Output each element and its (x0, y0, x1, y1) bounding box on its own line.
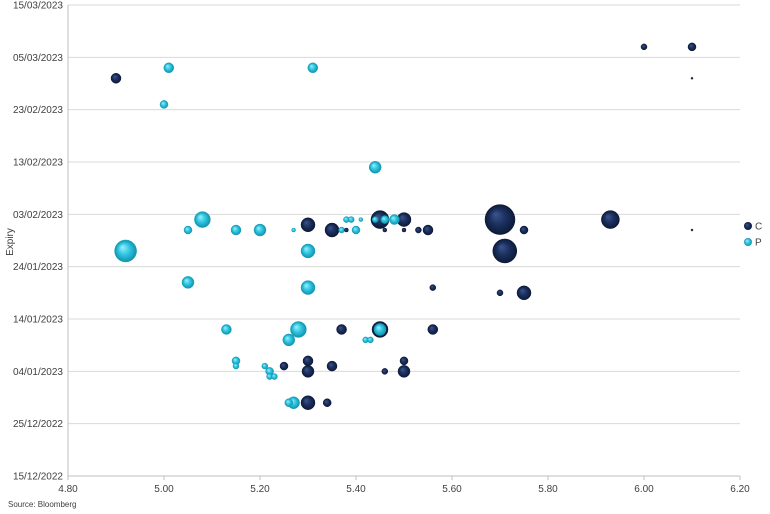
y-axis-title: Expiry (5, 228, 16, 256)
bubble-P (232, 362, 240, 370)
bubble-P (338, 226, 345, 234)
bubble-C (516, 285, 532, 301)
bubble-P (253, 223, 267, 237)
bubble-C (326, 360, 338, 372)
bubble-C (690, 77, 694, 80)
bubble-P (271, 373, 278, 380)
bubble-P (194, 211, 211, 228)
bubble-P (358, 217, 364, 222)
bubble-P (307, 62, 319, 74)
bubble-C (399, 356, 409, 366)
x-tick-label: 6.20 (730, 484, 750, 495)
bubble-P (367, 336, 374, 344)
x-tick-label: 5.40 (346, 484, 366, 495)
bubble-C (640, 43, 648, 51)
bubble-C (427, 324, 439, 335)
bubble-C (344, 227, 349, 233)
bubble-C (336, 324, 347, 335)
bubble-P (347, 216, 355, 223)
data-points (110, 42, 697, 410)
bubble-P (114, 239, 137, 263)
bubble-C (687, 42, 697, 52)
bubble-C (382, 227, 388, 233)
legend-label-C: C (755, 222, 762, 233)
bubble-C (300, 395, 316, 410)
bubble-C (601, 210, 620, 229)
y-tick-label: 24/01/2023 (13, 262, 63, 273)
x-tick-label: 5.20 (250, 484, 270, 495)
bubble-C (300, 217, 316, 233)
bubble-P (389, 214, 400, 225)
bubble-P (371, 216, 379, 223)
x-tick-label: 6.00 (634, 484, 654, 495)
y-tick-label: 15/12/2022 (13, 472, 63, 483)
bubble-P (368, 160, 382, 174)
bubble-P (351, 225, 361, 235)
bubble-C (324, 222, 340, 238)
bubble-P (181, 276, 195, 289)
bubble-C (279, 361, 289, 371)
gridlines (68, 4, 740, 477)
bubble-P (163, 62, 175, 74)
bubble-P (300, 243, 316, 259)
x-tick-label: 5.00 (154, 484, 174, 495)
bubble-C (484, 204, 516, 235)
y-tick-label: 25/12/2022 (13, 419, 63, 430)
axes (67, 5, 740, 477)
bubble-C (301, 365, 315, 378)
bubble-C (496, 289, 504, 297)
bubble-P (183, 225, 193, 235)
bubble-C (492, 238, 518, 264)
bubble-C (381, 368, 389, 375)
bubble-C (302, 355, 314, 367)
y-axis-tick-labels: 15/12/2022 25/12/2022 04/01/2023 14/01/2023… (13, 1, 63, 483)
bubble-C (110, 73, 122, 84)
y-tick-label: 03/02/2023 (13, 210, 63, 221)
bubble-C (397, 365, 411, 378)
source-note: Source: Bloomberg (8, 500, 77, 509)
bubble-P (159, 100, 169, 109)
bubble-C (690, 228, 694, 232)
bubble-C (422, 224, 434, 236)
bubble-P (300, 280, 316, 295)
bubble-P (221, 324, 232, 335)
bubble-C (415, 226, 422, 234)
bubble-P (261, 362, 269, 370)
bubble-C (401, 227, 407, 233)
legend-label-P: P (755, 238, 762, 249)
y-tick-label: 04/01/2023 (13, 367, 63, 378)
bubble-P (282, 333, 296, 347)
y-tick-label: 14/01/2023 (13, 315, 63, 326)
bubble-P (290, 321, 307, 338)
legend-marker-C (744, 222, 752, 230)
y-tick-label: 13/02/2023 (13, 158, 63, 169)
x-tick-label: 4.80 (58, 484, 78, 495)
bubble-C (322, 398, 332, 407)
y-tick-label: 23/02/2023 (13, 105, 63, 116)
legend: CP (744, 222, 762, 249)
y-tick-label: 05/03/2023 (13, 53, 63, 64)
legend-marker-P (744, 238, 752, 246)
x-tick-label: 5.60 (442, 484, 462, 495)
x-tick-label: 5.80 (538, 484, 558, 495)
bubble-C (519, 225, 529, 235)
y-tick-label: 15/03/2023 (13, 1, 63, 12)
x-axis-tick-labels: 4.80 5.00 5.20 5.40 5.60 5.80 6.00 6.20 (58, 476, 750, 495)
bubble-P (230, 224, 242, 236)
bubble-P (284, 398, 294, 407)
bubble-C (429, 284, 437, 291)
bubble-P (380, 215, 390, 224)
bubble-P (373, 323, 387, 336)
bubble-P (291, 227, 296, 233)
